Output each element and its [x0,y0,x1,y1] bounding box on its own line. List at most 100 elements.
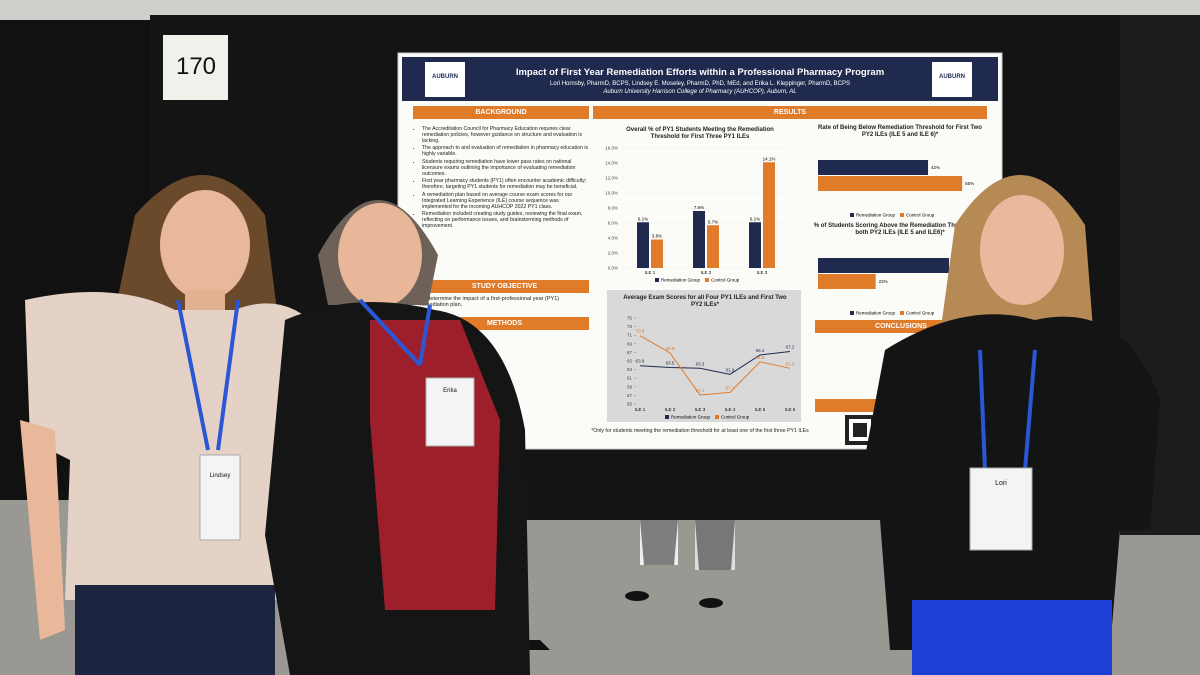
value-label: 67.2 [786,345,795,350]
section-heading: RESULTS [593,106,987,119]
y-tick-label: 10.0% [605,191,618,196]
y-tick-label: 12.0% [605,176,618,181]
y-tick-label: 0.0% [608,266,618,271]
bar [707,225,719,268]
y-tick-label: 65 [627,359,633,364]
bar [818,160,929,175]
legend-label: Control Group [906,213,935,218]
legend-label: Control Group [906,311,935,316]
x-tick-label: ILE 1 [635,407,646,412]
x-tick-label: ILE 2 [701,270,712,275]
booth-number: 170 [176,53,216,80]
y-tick-label: 6.0% [608,221,618,226]
value-label: 6.1% [638,216,648,221]
bullet: Remediation included creating study guid… [422,211,589,230]
legend-label: Control Group [721,415,750,420]
x-tick-label: ILE 2 [665,407,676,412]
y-tick-label: 57 [627,393,633,398]
y-tick-label: 69 [627,341,633,346]
bar [693,211,705,268]
y-tick-label: 8.0% [608,206,618,211]
section-heading: BACKGROUND [413,106,589,119]
bullet: Students requiring remediation have lowe… [422,159,589,178]
y-tick-label: 14.0% [605,161,618,166]
y-tick-label: 73 [627,324,633,329]
x-tick-label: ILE 1 [645,270,656,275]
value-label: 14.1% [763,156,776,161]
bar [637,222,649,268]
value-label: 63.5 [666,360,675,365]
legend-swatch [850,311,854,315]
section-heading: REF [815,399,987,412]
bar [818,176,963,191]
bar [749,222,761,268]
line-chart-panel [607,290,801,422]
x-tick-label: ILE 5 [755,407,766,412]
legend-swatch [850,213,854,217]
x-tick-label: ILE 4 [725,407,736,412]
value-label: 57.1 [696,388,705,393]
section-heading: STUDY OBJECTIVE [420,280,589,293]
poster-affiliation: Auburn University Harrison College of Ph… [603,89,797,95]
y-tick-label: 71 [627,333,633,338]
section-heading: METHODS [420,317,589,330]
poster-header [402,57,998,101]
value-label: 22% [879,279,888,284]
value-label: 70.9 [636,329,645,334]
value-label: 63.9 [636,359,645,364]
legend-swatch [655,278,659,282]
value-label: 66.4 [756,348,765,353]
value-label: 57.7 [726,385,735,390]
bar [651,239,663,268]
value-label: 55% [965,181,974,186]
value-label: 66.9 [666,346,675,351]
logo: AUBURN [432,74,458,80]
legend-label: Remediation Group [661,278,701,283]
legend-label: Remediation Group [856,311,896,316]
booth-card [163,35,228,100]
value-label: 3.8% [652,234,662,239]
x-tick-label: ILE 3 [695,407,706,412]
bullet: A remediation plan based on average cour… [422,192,589,211]
value-label: 6.1% [750,216,760,221]
bullet: The approach to and evaluation of remedi… [422,145,589,158]
y-tick-label: 2.0% [608,251,618,256]
chart-title: Average Exam Scores for all Four PY1 ILE… [623,295,787,308]
y-tick-label: 67 [627,350,633,355]
footnote: *Only for students meeting the remediati… [591,428,809,434]
x-tick-label: ILE 3 [757,270,768,275]
legend-swatch [715,415,719,419]
value-label: 42% [931,165,940,170]
legend-swatch [900,213,904,217]
legend-label: Remediation Group [671,415,711,420]
y-tick-label: 75 [627,316,633,321]
objective-text: To determine the impact of a first-profe… [420,296,560,309]
bar [818,258,949,273]
y-tick-label: 63 [627,367,633,372]
y-tick-label: 16.0% [605,146,618,151]
bullet: First year pharmacy students (PY1) often… [422,178,589,191]
legend-label: Control Group [711,278,740,283]
bullet: The Accreditation Council for Pharmacy E… [422,126,589,145]
chart-title: Overall % of PY1 Students Meeting the Re… [626,127,774,140]
value-label: 63.3 [786,361,795,366]
value-label: 64.8 [756,355,765,360]
chart-title: Rate of Being Below Remediation Threshol… [818,125,982,138]
value-label: 63.3 [696,361,705,366]
bar [818,274,876,289]
y-tick-label: 59 [627,384,633,389]
value-label: 5.7% [708,219,718,224]
legend-swatch [665,415,669,419]
line [639,335,791,396]
value-label: 7.6% [694,205,704,210]
chart-title: % of Students Scoring Above the Remediat… [813,223,987,236]
poster-title: Impact of First Year Remediation Efforts… [515,67,885,78]
poster-authors: Lori Hornsby, PharmD, BCPS, Lindsey E. M… [550,81,850,87]
section-heading: CONCLUSIONS [815,320,987,333]
y-tick-label: 61 [627,376,633,381]
y-tick-label: 55 [627,402,633,407]
x-tick-label: ILE 6 [785,407,796,412]
y-tick-label: 4.0% [608,236,618,241]
